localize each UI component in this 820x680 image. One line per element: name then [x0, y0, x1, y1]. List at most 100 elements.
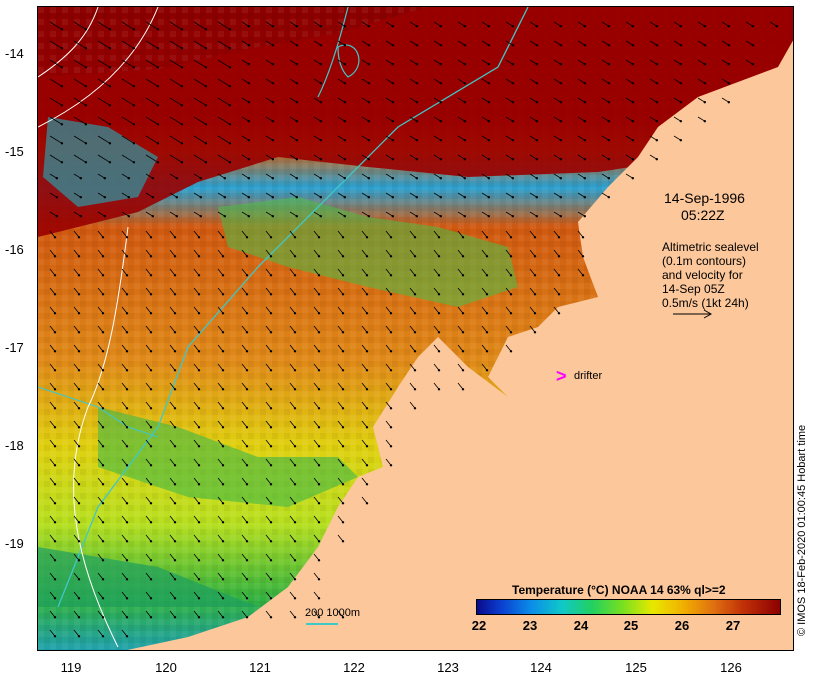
- velocity-arrow: [73, 591, 80, 599]
- velocity-arrowhead: [655, 44, 658, 47]
- velocity-arrowhead: [581, 274, 585, 277]
- velocity-arrow: [97, 116, 111, 125]
- velocity-arrow: [409, 363, 416, 371]
- velocity-arrow: [673, 78, 682, 84]
- velocity-arrowhead: [223, 177, 226, 180]
- velocity-arrow: [529, 78, 538, 84]
- velocity-arrow: [217, 477, 224, 485]
- velocity-arrow: [505, 40, 514, 46]
- velocity-arrow: [289, 420, 296, 428]
- velocity-arrowhead: [55, 177, 58, 180]
- velocity-arrow: [193, 40, 207, 49]
- velocity-arrowhead: [343, 25, 346, 28]
- velocity-arrowhead: [391, 215, 394, 218]
- velocity-arrowhead: [108, 66, 112, 69]
- velocity-arrowhead: [53, 426, 57, 429]
- velocity-arrowhead: [77, 635, 81, 638]
- velocity-arrowhead: [149, 369, 153, 372]
- velocity-arrow: [313, 40, 322, 46]
- velocity-arrowhead: [269, 597, 273, 600]
- velocity-arrow: [361, 268, 368, 276]
- velocity-arrowhead: [415, 139, 418, 142]
- velocity-arrow: [313, 572, 320, 580]
- velocity-arrow: [193, 534, 200, 542]
- velocity-arrowhead: [341, 483, 345, 486]
- velocity-arrowhead: [413, 407, 417, 410]
- velocity-arrowhead: [703, 101, 706, 104]
- velocity-arrowhead: [101, 407, 105, 410]
- velocity-arrowhead: [269, 369, 273, 372]
- velocity-arrow: [409, 173, 418, 179]
- velocity-arrowhead: [199, 215, 202, 218]
- velocity-arrowhead: [245, 445, 249, 448]
- velocity-arrowhead: [583, 215, 586, 218]
- velocity-arrowhead: [125, 483, 129, 486]
- velocity-arrow: [481, 173, 490, 179]
- velocity-arrowhead: [101, 635, 105, 638]
- velocity-arrowhead: [367, 158, 370, 161]
- velocity-arrow: [505, 173, 514, 179]
- reference-velocity-arrowhead: [703, 309, 713, 319]
- velocity-arrow: [145, 591, 152, 599]
- velocity-arrowhead: [204, 161, 208, 164]
- velocity-arrowhead: [132, 104, 136, 107]
- velocity-arrowhead: [60, 104, 64, 107]
- velocity-arrow: [505, 344, 512, 352]
- velocity-arrowhead: [271, 215, 274, 218]
- velocity-arrowhead: [485, 255, 489, 258]
- velocity-arrow: [193, 610, 200, 618]
- velocity-arrowhead: [295, 44, 298, 47]
- velocity-arrow: [121, 496, 128, 504]
- velocity-arrowhead: [487, 25, 490, 28]
- velocity-arrowhead: [77, 483, 81, 486]
- velocity-arrow: [769, 21, 778, 27]
- velocity-arrow: [649, 78, 658, 84]
- velocity-arrowhead: [727, 63, 730, 66]
- velocity-arrowhead: [343, 177, 346, 180]
- velocity-arrow: [409, 78, 418, 84]
- velocity-arrow: [529, 192, 538, 198]
- velocity-arrow: [169, 458, 176, 466]
- velocity-arrowhead: [293, 312, 297, 315]
- velocity-arrow: [577, 59, 586, 65]
- velocity-arrow: [505, 78, 514, 84]
- velocity-arrowhead: [559, 120, 562, 123]
- velocity-arrow: [337, 97, 346, 103]
- altimetry-line: (0.1m contours): [662, 254, 747, 268]
- velocity-arrowhead: [125, 312, 129, 315]
- velocity-arrow: [505, 154, 514, 160]
- velocity-arrow: [217, 572, 224, 580]
- velocity-arrow: [97, 344, 104, 352]
- velocity-arrow: [145, 59, 159, 68]
- velocity-arrowhead: [557, 274, 561, 277]
- velocity-arrow: [409, 211, 418, 217]
- velocity-arrowhead: [319, 44, 322, 47]
- velocity-arrowhead: [413, 388, 417, 391]
- velocity-arrowhead: [293, 331, 297, 334]
- velocity-arrow: [241, 230, 248, 238]
- velocity-arrow: [97, 382, 104, 390]
- velocity-arrowhead: [727, 25, 730, 28]
- velocity-arrow: [577, 21, 586, 27]
- velocity-arrowhead: [607, 44, 610, 47]
- velocity-arrowhead: [151, 196, 154, 199]
- velocity-arrowhead: [125, 293, 129, 296]
- velocity-arrowhead: [77, 616, 81, 619]
- velocity-arrowhead: [365, 445, 369, 448]
- cool-water-patch: [43, 117, 158, 207]
- velocity-arrow: [289, 363, 296, 371]
- velocity-arrow: [385, 97, 394, 103]
- velocity-arrow: [337, 534, 344, 542]
- velocity-arrowhead: [463, 139, 466, 142]
- velocity-arrowhead: [437, 255, 441, 258]
- velocity-arrowhead: [173, 578, 177, 581]
- velocity-arrowhead: [583, 82, 586, 85]
- lat-tick-label: -19: [5, 536, 24, 551]
- colorbar-tick-label: 24: [573, 618, 589, 633]
- velocity-arrow: [97, 325, 104, 333]
- velocity-arrowhead: [173, 236, 177, 239]
- velocity-arrowhead: [679, 120, 682, 123]
- velocity-arrowhead: [293, 464, 297, 467]
- velocity-arrowhead: [247, 82, 250, 85]
- velocity-arrowhead: [439, 25, 442, 28]
